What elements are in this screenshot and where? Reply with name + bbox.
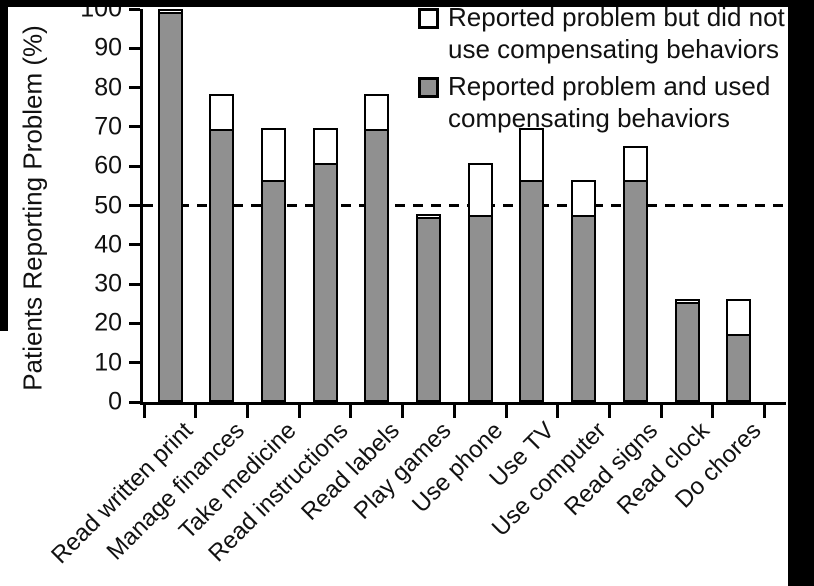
- plot-area: 0 10 20 30 40 50 60 70 80 90 100 Read written print…: [46, 0, 786, 569]
- bar-compensated-segment: [521, 180, 543, 400]
- x-tick: [349, 405, 353, 418]
- bar: [416, 214, 441, 402]
- legend-label-line: compensating behaviors: [448, 103, 730, 133]
- bar: [674, 299, 700, 402]
- gray-square-icon: [418, 77, 439, 98]
- bar: [209, 94, 235, 402]
- legend-item-label: Reported problem and used compensating b…: [448, 70, 770, 134]
- x-tick: [142, 405, 146, 418]
- x-tick: [194, 405, 198, 418]
- y-tick: [129, 164, 140, 168]
- bar-compensated-segment: [624, 180, 646, 400]
- y-tick: [129, 86, 140, 90]
- bar-compensated-segment: [676, 302, 698, 400]
- reference-line-50: [143, 204, 786, 207]
- y-tick: [129, 400, 140, 404]
- y-tick-label: 70: [94, 112, 122, 141]
- bar: [157, 9, 183, 402]
- bar: [622, 145, 648, 402]
- legend: Reported problem but did not use compens…: [418, 1, 785, 139]
- x-tick: [556, 405, 560, 418]
- y-axis-title: Patients Reporting Problem (%): [17, 25, 48, 391]
- y-tick-label: 0: [108, 387, 122, 416]
- x-tick: [452, 405, 456, 418]
- y-tick: [129, 282, 140, 286]
- legend-item-label: Reported problem but did not use compens…: [448, 1, 785, 65]
- y-tick: [129, 46, 140, 50]
- bar: [519, 128, 545, 402]
- x-tick: [246, 405, 250, 418]
- scan-border-top: [0, 0, 814, 7]
- x-tick: [607, 405, 611, 418]
- x-tick: [659, 405, 663, 418]
- y-tick-label: 80: [94, 73, 122, 102]
- y-tick: [129, 243, 140, 247]
- x-tick: [763, 405, 767, 418]
- y-tick: [129, 361, 140, 365]
- y-tick: [129, 204, 140, 207]
- bar: [726, 299, 752, 402]
- bar-compensated-segment: [418, 217, 439, 400]
- x-tick: [711, 405, 715, 418]
- legend-label-line: use compensating behaviors: [448, 34, 779, 64]
- y-tick-label: 20: [94, 308, 122, 337]
- y-tick: [129, 125, 140, 129]
- y-tick: [129, 7, 140, 11]
- legend-label-line: Reported problem but did not: [448, 2, 785, 32]
- scan-border-right: [788, 0, 814, 586]
- bar: [260, 128, 286, 402]
- bar: [312, 128, 338, 402]
- bar: [364, 94, 390, 402]
- bar-compensated-segment: [366, 128, 388, 400]
- bar-compensated-segment: [262, 180, 284, 400]
- x-tick: [297, 405, 301, 418]
- bar-compensated-segment: [469, 214, 491, 400]
- y-tick-label: 10: [94, 348, 122, 377]
- bar-compensated-segment: [159, 12, 181, 400]
- bar-compensated-segment: [573, 214, 595, 400]
- legend-label-line: Reported problem and used: [448, 71, 771, 101]
- y-tick-label: 40: [94, 230, 122, 259]
- bar-compensated-segment: [314, 163, 336, 400]
- y-tick-label: 50: [94, 191, 122, 219]
- x-tick: [401, 405, 405, 418]
- y-tick-label: 60: [94, 151, 122, 180]
- bar: [571, 179, 597, 402]
- bar-compensated-segment: [728, 334, 750, 400]
- y-tick-label: 90: [94, 33, 122, 62]
- bar-compensated-segment: [211, 128, 233, 400]
- y-tick: [129, 321, 140, 325]
- legend-item: Reported problem and used compensating b…: [418, 70, 785, 134]
- legend-item: Reported problem but did not use compens…: [418, 1, 785, 65]
- y-tick-label: 30: [94, 269, 122, 298]
- scan-border-left: [0, 0, 8, 331]
- bar: [467, 162, 493, 402]
- x-tick: [504, 405, 508, 418]
- white-square-icon: [418, 8, 439, 29]
